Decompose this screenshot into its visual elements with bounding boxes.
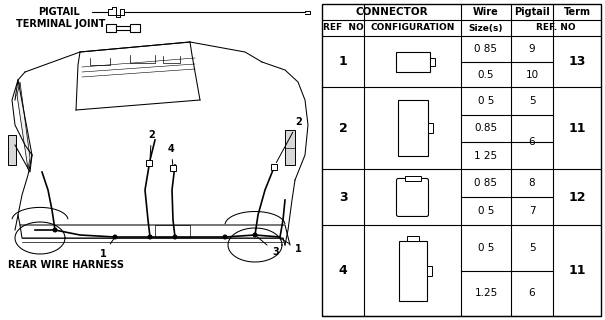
Text: 6: 6 (529, 137, 535, 147)
Bar (271, 164, 277, 170)
Text: 10: 10 (525, 69, 538, 79)
Text: PIGTAIL: PIGTAIL (38, 7, 80, 17)
Text: 1 25: 1 25 (474, 151, 497, 161)
Text: 7: 7 (529, 206, 535, 216)
Text: 4: 4 (168, 144, 175, 165)
Text: 0.5: 0.5 (478, 69, 494, 79)
Text: 13: 13 (568, 55, 586, 68)
Text: 0 85: 0 85 (474, 44, 497, 54)
Bar (130, 24, 140, 32)
Text: 9: 9 (529, 44, 535, 54)
Bar (396, 52, 430, 72)
Bar (170, 165, 176, 171)
Bar (285, 130, 295, 165)
Text: 0.85: 0.85 (474, 124, 497, 133)
Text: REF  NO: REF NO (322, 23, 364, 33)
Bar (155, 225, 190, 237)
Bar (397, 100, 428, 156)
Bar (106, 24, 116, 32)
Text: 5: 5 (529, 96, 535, 106)
Text: 2: 2 (276, 117, 302, 163)
Text: 8: 8 (529, 179, 535, 188)
Text: 0 5: 0 5 (478, 243, 494, 253)
Text: TERMINAL JOINT: TERMINAL JOINT (16, 19, 105, 29)
Text: 4: 4 (339, 264, 347, 277)
Bar (427, 266, 431, 276)
Bar (399, 241, 427, 301)
Circle shape (173, 235, 177, 239)
Text: 2: 2 (339, 122, 347, 135)
Text: 1: 1 (100, 239, 113, 259)
FancyBboxPatch shape (396, 179, 428, 216)
Polygon shape (17, 82, 30, 169)
Circle shape (148, 235, 152, 239)
Circle shape (113, 235, 117, 239)
Text: Pigtail: Pigtail (514, 7, 550, 17)
Text: 1: 1 (280, 238, 302, 254)
Text: 0 5: 0 5 (478, 96, 494, 106)
Circle shape (223, 235, 227, 239)
Text: CONFIGURATION: CONFIGURATION (370, 23, 455, 33)
Bar (405, 176, 420, 181)
Text: REF. NO: REF. NO (536, 23, 576, 33)
Text: REAR WIRE HARNESS: REAR WIRE HARNESS (8, 260, 124, 270)
Text: 11: 11 (568, 264, 586, 277)
Text: 2: 2 (148, 130, 155, 157)
Bar (428, 124, 433, 133)
Text: 0 85: 0 85 (474, 179, 497, 188)
Text: Wire: Wire (473, 7, 499, 17)
Text: 1: 1 (339, 55, 347, 68)
Text: CONNECTOR: CONNECTOR (355, 7, 428, 17)
Text: 0 5: 0 5 (478, 206, 494, 216)
Circle shape (253, 233, 257, 237)
Text: 5: 5 (529, 243, 535, 253)
Text: Size(s): Size(s) (469, 23, 503, 33)
Text: 6: 6 (529, 288, 535, 298)
Bar (116, 26, 130, 30)
Text: 3: 3 (257, 237, 279, 257)
Bar (322, 4, 601, 316)
Bar (8, 135, 16, 165)
Text: 3: 3 (339, 191, 347, 204)
Circle shape (53, 228, 57, 232)
Bar (430, 58, 434, 66)
Text: 12: 12 (568, 191, 586, 204)
Bar (407, 236, 419, 241)
Bar (146, 160, 152, 166)
Text: 11: 11 (568, 122, 586, 135)
Text: 1.25: 1.25 (474, 288, 498, 298)
Text: Term: Term (563, 7, 590, 17)
